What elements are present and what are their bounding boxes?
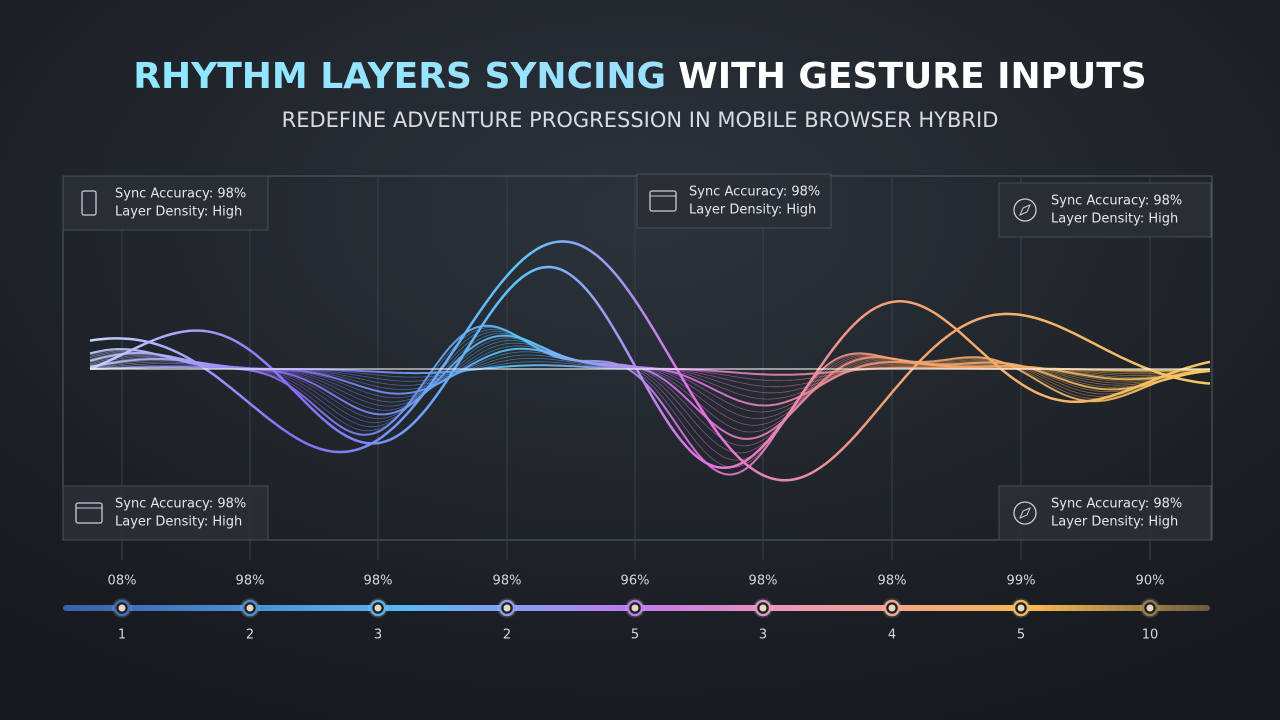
timeline-top-label: 98% [749, 574, 778, 589]
timeline-bottom-label: 1 [118, 628, 126, 643]
info-card [62, 175, 269, 231]
timeline-bottom-label: 3 [374, 628, 382, 643]
timeline-bottom-label: 5 [631, 628, 639, 643]
timeline-bottom-label: 10 [1142, 628, 1159, 643]
card-line: Layer Density: High [1051, 212, 1178, 227]
timeline-top-label: 98% [878, 574, 907, 589]
timeline-dot [374, 604, 382, 612]
card-line: Sync Accuracy: 98% [1051, 194, 1182, 209]
card-line: Layer Density: High [689, 203, 816, 218]
timeline-dot [118, 604, 126, 612]
card-line: Sync Accuracy: 98% [689, 185, 820, 200]
card-line: Layer Density: High [115, 515, 242, 530]
timeline-dot [1017, 604, 1025, 612]
timeline-top-label: 90% [1136, 574, 1165, 589]
wave-layer [89, 324, 1211, 476]
timeline-top-label: 08% [108, 574, 137, 589]
timeline-dot [759, 604, 767, 612]
info-card [998, 182, 1212, 238]
compass-icon [1013, 198, 1037, 222]
timeline-dot [631, 604, 639, 612]
timeline-top-label: 98% [364, 574, 393, 589]
timeline-bottom-label: 3 [759, 628, 767, 643]
main-wave [89, 265, 1211, 470]
info-card [636, 173, 832, 229]
timeline-dot [246, 604, 254, 612]
subtitle: REDEFINE ADVENTURE PROGRESSION IN MOBILE… [282, 108, 999, 132]
card-line: Layer Density: High [115, 205, 242, 220]
timeline-bottom-label: 4 [888, 628, 896, 643]
phone-icon [81, 190, 97, 216]
title-rest: WITH GESTURE INPUTS [678, 56, 1147, 97]
timeline-bottom-label: 5 [1017, 628, 1025, 643]
timeline-top-label: 98% [236, 574, 265, 589]
timeline-top-label: 98% [493, 574, 522, 589]
timeline-top-label: 96% [621, 574, 650, 589]
compass-needle [1019, 204, 1031, 216]
window-icon [75, 502, 103, 524]
timeline-top-label: 99% [1007, 574, 1036, 589]
title-highlight: RHYTHM LAYERS SYNCING [133, 56, 666, 97]
timeline-bottom-label: 2 [503, 628, 511, 643]
main-wave [89, 240, 1211, 482]
card-line: Sync Accuracy: 98% [115, 187, 246, 202]
info-card [62, 485, 269, 541]
timeline-dot [1146, 604, 1154, 612]
compass-needle [1019, 507, 1031, 519]
card-line: Sync Accuracy: 98% [1051, 497, 1182, 512]
info-card [998, 485, 1212, 541]
card-line: Layer Density: High [1051, 515, 1178, 530]
card-line: Sync Accuracy: 98% [115, 497, 246, 512]
timeline-dot [503, 604, 511, 612]
timeline-bottom-label: 2 [246, 628, 254, 643]
timeline-dot [888, 604, 896, 612]
window-icon [649, 190, 677, 212]
compass-icon [1013, 501, 1037, 525]
wave-layer [89, 334, 1211, 440]
wave-layer [89, 327, 1211, 468]
title: RHYTHM LAYERS SYNCING WITH GESTURE INPUTS [133, 56, 1146, 97]
